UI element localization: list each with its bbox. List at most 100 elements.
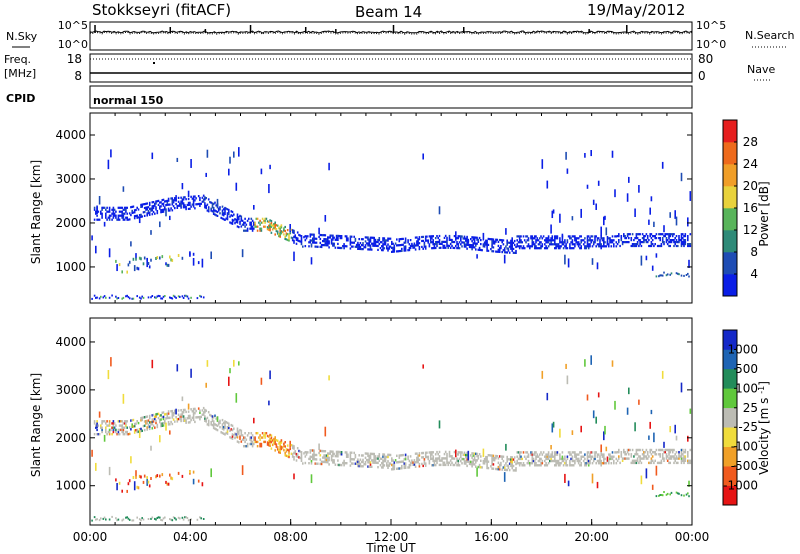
range-gate-cell: [502, 466, 505, 469]
range-gate-cell: [587, 239, 590, 242]
range-gate-cell: [589, 453, 591, 456]
range-gate-cell: [448, 455, 451, 458]
range-gate-cell: [224, 210, 226, 214]
range-gate-cell: [171, 477, 174, 481]
range-gate-cell: [633, 244, 635, 248]
range-gate-cell: [93, 422, 96, 425]
range-gate-cell: [329, 452, 332, 455]
range-gate-cell: [668, 461, 670, 465]
range-gate-cell: [451, 238, 453, 242]
range-gate-cell: [554, 239, 556, 242]
range-gate-cell: [453, 246, 456, 250]
range-gate-cell: [367, 452, 369, 455]
y-tick-label: 4000: [55, 128, 86, 142]
range-gate-cell: [372, 459, 374, 462]
range-gate-cell: [207, 411, 210, 414]
range-gate-cell: [372, 244, 374, 247]
range-gate-cell: [207, 421, 210, 425]
range-gate-cell: [669, 448, 671, 452]
range-gate-cell: [322, 456, 324, 459]
range-gate-cell: [582, 243, 585, 246]
range-gate-cell: [475, 452, 477, 455]
range-gate-cell: [403, 462, 406, 465]
range-gate-cell: [126, 426, 128, 429]
range-gate-cell: [186, 417, 189, 420]
range-gate-cell: [217, 209, 220, 212]
range-gate-cell: [176, 420, 179, 423]
range-gate-cell: [456, 243, 458, 246]
range-gate-cell: [177, 471, 180, 475]
range-gate-cell: [498, 246, 501, 250]
range-gate-cell: [330, 240, 333, 243]
range-gate-cell: [383, 453, 386, 456]
range-gate-cell: [122, 422, 125, 425]
range-gate-cell: [96, 205, 98, 215]
range-gate-cell: [429, 457, 432, 461]
range-gate-cell: [436, 242, 438, 246]
range-gate-cell: [288, 453, 290, 456]
range-gate-cell: [165, 412, 167, 416]
range-gate-cell: [93, 433, 96, 436]
range-gate-cell: [668, 241, 670, 244]
range-gate-cell: [189, 470, 191, 474]
range-gate-cell: [670, 241, 673, 244]
range-gate-cell: [472, 238, 475, 241]
range-gate-cell: [518, 235, 521, 238]
range-gate-cell: [655, 453, 658, 456]
range-gate-cell: [185, 410, 187, 414]
range-gate-cell: [659, 237, 661, 240]
range-gate-cell: [527, 459, 530, 463]
range-gate-cell: [150, 207, 152, 210]
range-gate-cell: [110, 357, 112, 367]
range-gate-cell: [136, 206, 138, 209]
range-gate-cell: [368, 461, 370, 464]
range-gate-cell: [601, 455, 604, 458]
range-gate-cell: [613, 245, 615, 248]
range-gate-cell: [688, 244, 690, 248]
range-gate-cell: [503, 247, 506, 250]
range-gate-cell: [645, 239, 648, 242]
range-gate-cell: [503, 464, 506, 467]
range-gate-cell: [148, 213, 151, 216]
range-gate-cell: [503, 249, 506, 252]
range-gate-cell: [150, 445, 152, 451]
range-gate-cell: [422, 364, 424, 369]
range-gate-cell: [369, 452, 372, 455]
range-gate-cell: [362, 242, 364, 245]
range-gate-cell: [654, 451, 656, 454]
range-gate-cell: [603, 237, 605, 240]
range-gate-cell: [590, 150, 592, 157]
range-gate-cell: [387, 466, 389, 469]
range-gate-cell: [180, 419, 182, 423]
range-gate-cell: [436, 457, 438, 460]
range-gate-cell: [527, 462, 530, 465]
range-gate-cell: [582, 459, 585, 463]
range-gate-cell: [530, 462, 532, 465]
range-gate-cell: [490, 248, 492, 251]
range-gate-cell: [535, 451, 537, 454]
range-gate-cell: [338, 450, 340, 454]
range-gate-cell: [505, 251, 507, 254]
range-gate-cell: [352, 458, 354, 461]
range-gate-cell: [446, 461, 448, 464]
range-gate-cell: [191, 416, 194, 419]
range-gate-cell: [506, 243, 508, 246]
range-gate-cell: [245, 223, 248, 226]
range-gate-cell: [274, 449, 276, 452]
range-gate-cell: [274, 227, 276, 230]
range-gate-cell: [243, 229, 245, 232]
range-gate-cell: [545, 241, 547, 244]
range-gate-cell: [101, 422, 103, 425]
range-gate-cell: [463, 460, 466, 463]
range-gate-cell: [125, 516, 127, 519]
range-gate-cell: [127, 218, 130, 221]
range-gate-cell: [98, 218, 101, 221]
range-gate-cell: [414, 452, 417, 455]
range-gate-cell: [214, 423, 216, 426]
range-gate-cell: [471, 463, 473, 466]
range-gate-cell: [284, 454, 286, 457]
range-gate-cell: [429, 241, 432, 244]
range-gate-cell: [412, 461, 414, 464]
range-gate-cell: [463, 235, 466, 238]
